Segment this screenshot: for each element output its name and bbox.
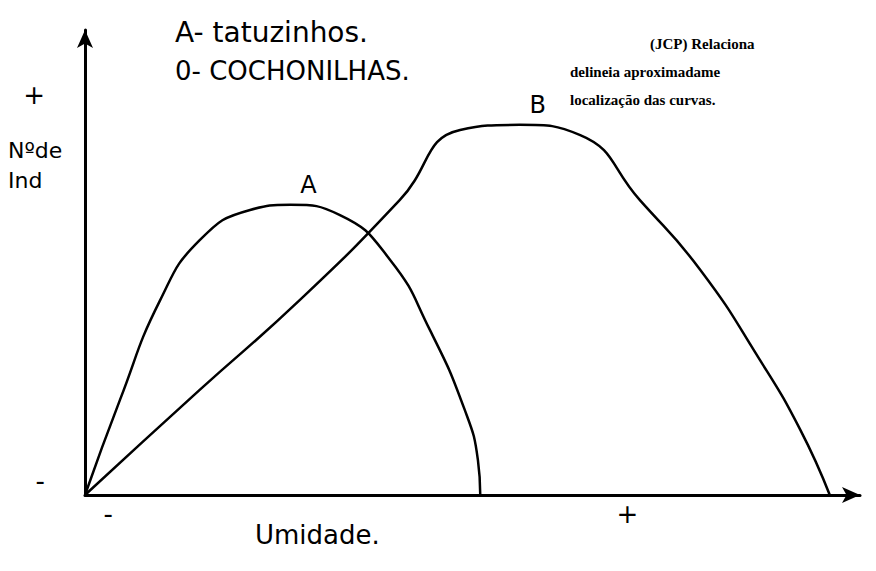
svg-text:B: B (530, 91, 546, 119)
svg-text:localização das curvas.: localização das curvas. (570, 92, 716, 108)
svg-text:(JCP) Relaciona: (JCP) Relaciona (650, 36, 755, 53)
svg-text:-: - (36, 466, 45, 496)
svg-text:Nºde: Nºde (8, 138, 62, 163)
svg-text:Umidade.: Umidade. (255, 520, 380, 550)
svg-text:+: + (23, 80, 45, 110)
svg-text:A: A (300, 171, 317, 199)
svg-text:-: - (104, 499, 113, 529)
svg-text:0- COCHONILHAS.: 0- COCHONILHAS. (175, 56, 410, 86)
svg-text:delineia aproximadame: delineia aproximadame (570, 64, 720, 80)
svg-text:A- tatuzinhos.: A- tatuzinhos. (175, 16, 368, 49)
svg-text:+: + (617, 499, 639, 529)
svg-text:Ind: Ind (8, 168, 42, 193)
